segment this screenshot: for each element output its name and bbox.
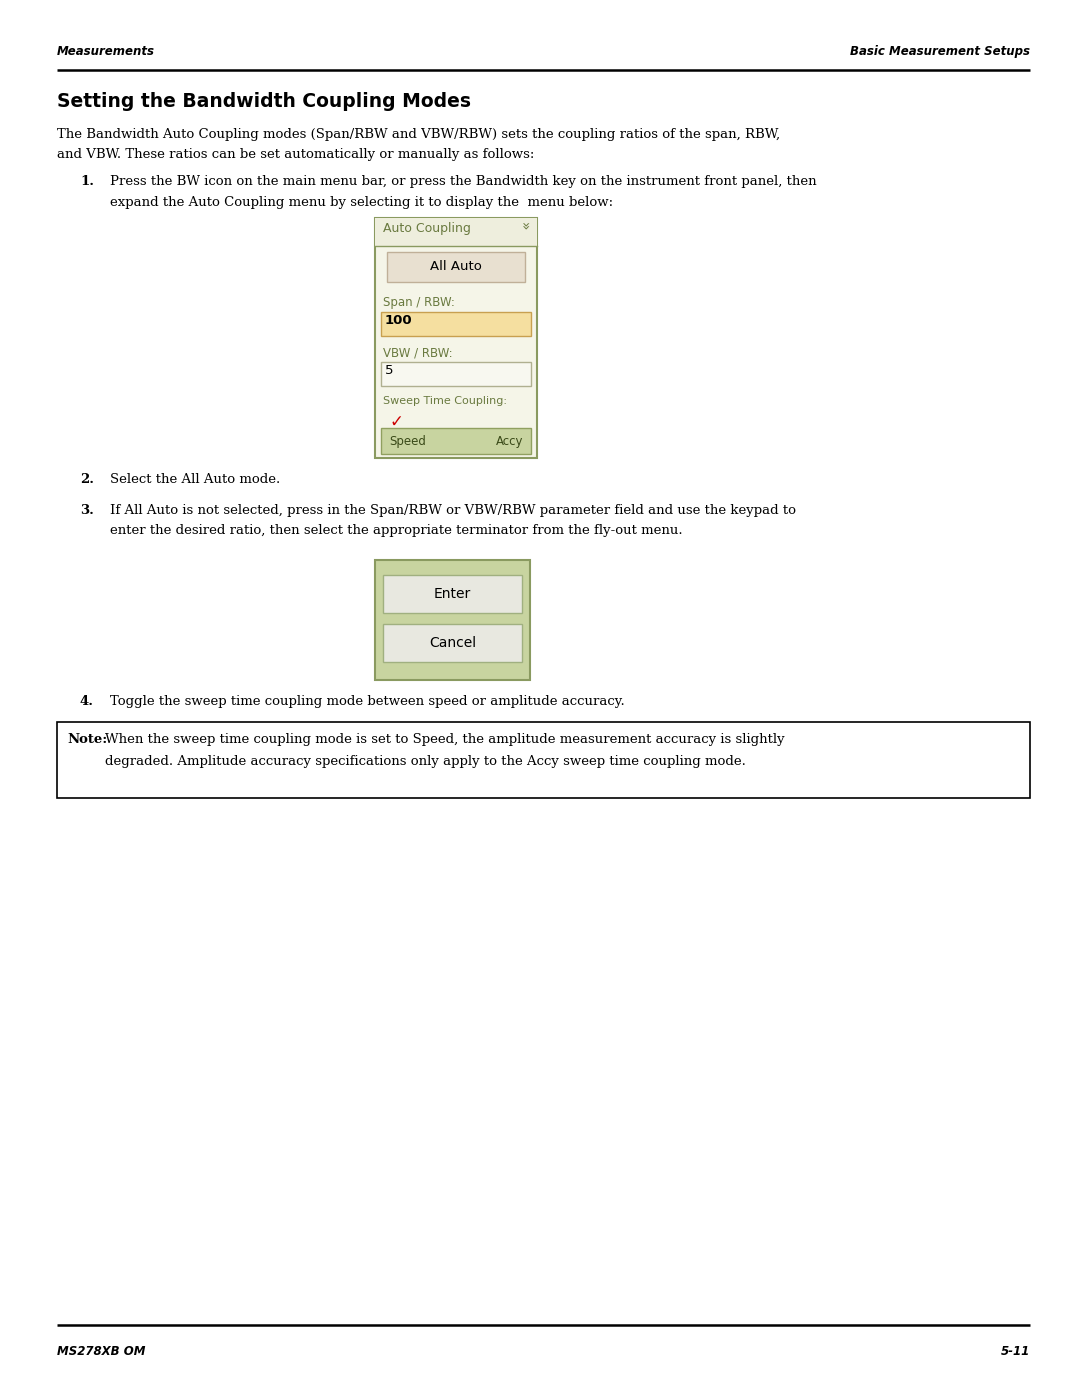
FancyBboxPatch shape <box>381 427 531 454</box>
FancyBboxPatch shape <box>375 218 537 246</box>
Text: enter the desired ratio, then select the appropriate terminator from the fly-out: enter the desired ratio, then select the… <box>110 524 683 536</box>
Text: Basic Measurement Setups: Basic Measurement Setups <box>850 45 1030 59</box>
FancyBboxPatch shape <box>383 576 522 613</box>
Text: VBW / RBW:: VBW / RBW: <box>383 346 453 359</box>
Text: ✓: ✓ <box>389 414 403 432</box>
Text: and VBW. These ratios can be set automatically or manually as follows:: and VBW. These ratios can be set automat… <box>57 148 535 161</box>
FancyBboxPatch shape <box>375 560 530 680</box>
Text: Accy: Accy <box>496 434 523 447</box>
Text: Auto Coupling: Auto Coupling <box>383 222 471 235</box>
FancyBboxPatch shape <box>383 624 522 662</box>
Text: 4.: 4. <box>80 694 94 708</box>
FancyBboxPatch shape <box>387 251 525 282</box>
Text: 100: 100 <box>384 314 413 327</box>
Text: Sweep Time Coupling:: Sweep Time Coupling: <box>383 395 507 407</box>
Text: When the sweep time coupling mode is set to Speed, the amplitude measurement acc: When the sweep time coupling mode is set… <box>105 733 785 746</box>
Text: degraded. Amplitude accuracy specifications only apply to the Accy sweep time co: degraded. Amplitude accuracy specificati… <box>105 754 746 768</box>
Text: Toggle the sweep time coupling mode between speed or amplitude accuracy.: Toggle the sweep time coupling mode betw… <box>110 694 624 708</box>
Text: The Bandwidth Auto Coupling modes (Span/RBW and VBW/RBW) sets the coupling ratio: The Bandwidth Auto Coupling modes (Span/… <box>57 129 780 141</box>
FancyBboxPatch shape <box>57 722 1030 798</box>
Text: If All Auto is not selected, press in the Span/RBW or VBW/RBW parameter field an: If All Auto is not selected, press in th… <box>110 504 796 517</box>
Text: Select the All Auto mode.: Select the All Auto mode. <box>110 474 280 486</box>
Text: Note:: Note: <box>67 733 107 746</box>
Text: All Auto: All Auto <box>430 260 482 274</box>
Text: Enter: Enter <box>434 587 471 601</box>
Text: 2.: 2. <box>80 474 94 486</box>
Text: 5: 5 <box>384 365 393 377</box>
Text: 5-11: 5-11 <box>1001 1345 1030 1358</box>
Text: 3.: 3. <box>80 504 94 517</box>
Text: Speed: Speed <box>389 434 426 447</box>
FancyBboxPatch shape <box>381 312 531 337</box>
Text: Cancel: Cancel <box>429 636 476 650</box>
Text: Press the BW icon on the main menu bar, or press the Bandwidth key on the instru: Press the BW icon on the main menu bar, … <box>110 175 816 189</box>
Text: expand the Auto Coupling menu by selecting it to display the  menu below:: expand the Auto Coupling menu by selecti… <box>110 196 613 210</box>
Text: MS278XB OM: MS278XB OM <box>57 1345 146 1358</box>
Text: 1.: 1. <box>80 175 94 189</box>
FancyBboxPatch shape <box>381 362 531 386</box>
FancyBboxPatch shape <box>375 218 537 458</box>
Text: Setting the Bandwidth Coupling Modes: Setting the Bandwidth Coupling Modes <box>57 92 471 110</box>
Text: Measurements: Measurements <box>57 45 156 59</box>
Text: Span / RBW:: Span / RBW: <box>383 296 455 309</box>
Text: »: » <box>517 222 531 231</box>
